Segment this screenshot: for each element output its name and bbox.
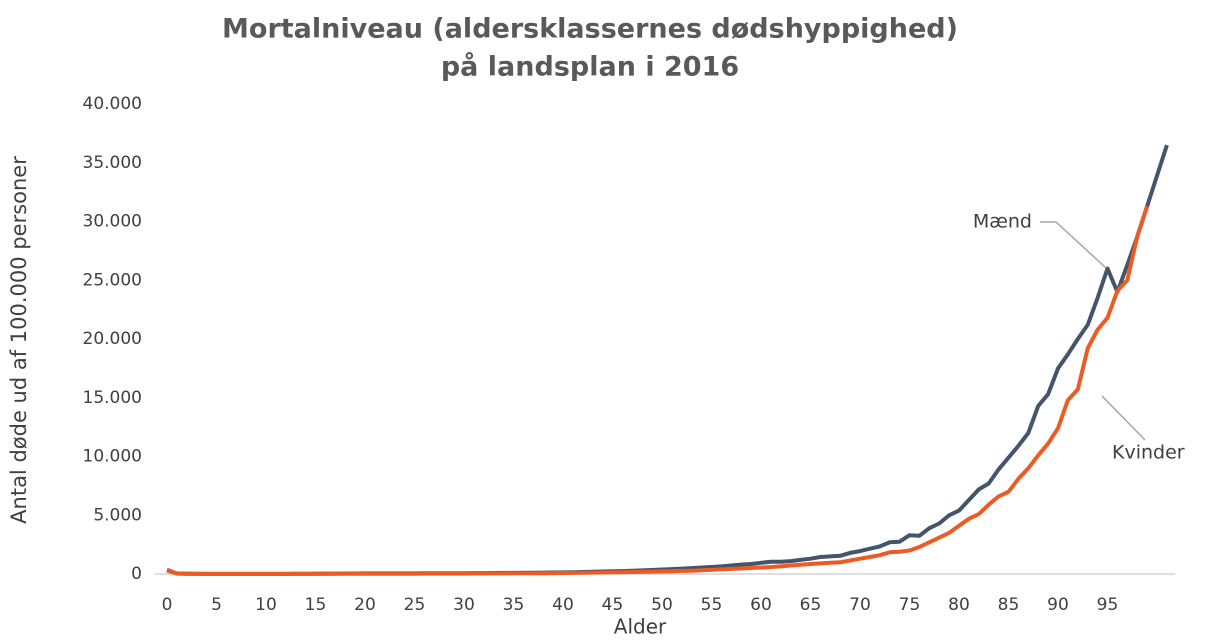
y-tick-label: 0 (131, 564, 142, 584)
x-tick-label: 15 (305, 595, 327, 615)
annotation: Kvinder (1112, 442, 1185, 464)
x-tick-label: 25 (404, 595, 426, 615)
x-tick-label: 65 (800, 595, 822, 615)
x-axis-label: Alder (614, 615, 667, 639)
x-tick-label: 75 (899, 595, 921, 615)
x-tick-label: 70 (849, 595, 871, 615)
x-tick-label: 90 (1047, 595, 1069, 615)
x-tick-label: 50 (651, 595, 673, 615)
x-tick-label: 45 (602, 595, 624, 615)
y-tick-label: 25.000 (83, 270, 142, 290)
y-tick-label: 10.000 (83, 447, 142, 467)
chart-subtitle: på landsplan i 2016 (441, 51, 739, 83)
leader-line (1040, 221, 1107, 269)
x-tick-label: 60 (750, 595, 772, 615)
series-line (166, 144, 1169, 576)
series-line (166, 205, 1150, 576)
y-tick-label: 40.000 (83, 94, 142, 114)
x-tick-label: 30 (453, 595, 475, 615)
x-tick-label: 85 (998, 595, 1020, 615)
x-tick-label: 10 (255, 595, 277, 615)
x-tick-label: 0 (162, 595, 173, 615)
chart-title: Mortalniveau (aldersklassernes dødshyppi… (222, 14, 958, 45)
x-tick-label: 80 (948, 595, 970, 615)
annotation: Mænd (973, 211, 1032, 233)
y-tick-label: 20.000 (83, 329, 142, 349)
y-tick-label: 5.000 (93, 505, 142, 525)
y-tick-label: 35.000 (83, 153, 142, 173)
y-tick-label: 15.000 (83, 388, 142, 408)
x-tick-label: 20 (354, 595, 376, 615)
leader-line (1101, 395, 1146, 441)
x-tick-label: 55 (701, 595, 723, 615)
y-tick-label: 30.000 (83, 212, 142, 232)
x-tick-label: 95 (1097, 595, 1119, 615)
x-tick-label: 5 (211, 595, 222, 615)
x-tick-label: 35 (503, 595, 525, 615)
x-tick-label: 40 (552, 595, 574, 615)
y-axis-label: Antal døde ud af 100.000 personer (7, 156, 31, 524)
